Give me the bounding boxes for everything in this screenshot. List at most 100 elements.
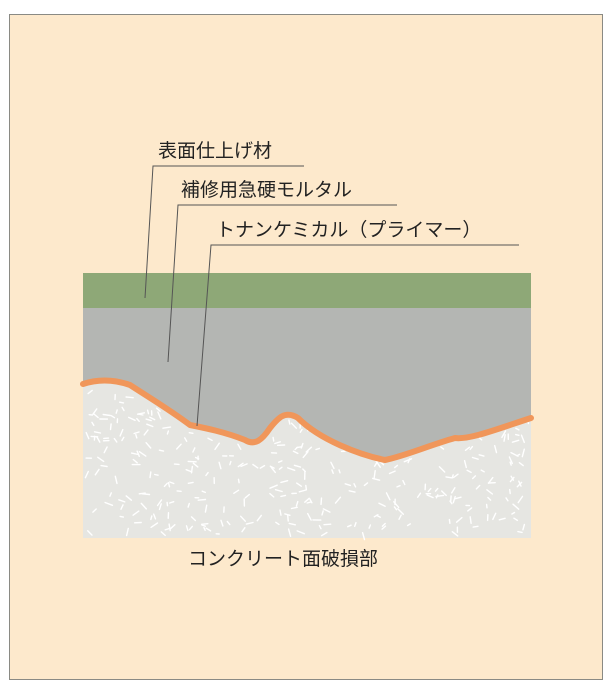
aggregate-speck (168, 501, 175, 504)
aggregate-speck (503, 434, 506, 442)
aggregate-speck (471, 456, 479, 460)
aggregate-speck (290, 506, 298, 510)
aggregate-speck (501, 430, 507, 439)
aggregate-speck (452, 473, 459, 479)
aggregate-speck (226, 520, 231, 526)
aggregate-speck (279, 509, 282, 516)
aggregate-speck (385, 492, 391, 501)
aggregate-speck (515, 427, 520, 431)
aggregate-speck (168, 523, 171, 532)
aggregate-speck (136, 412, 146, 415)
aggregate-speck (287, 514, 289, 522)
aggregate-speck (307, 512, 312, 521)
aggregate-speck (305, 484, 308, 491)
aggregate-speck (515, 433, 520, 436)
aggregate-speck (113, 437, 118, 443)
aggregate-speck (143, 429, 149, 436)
aggregate-speck (373, 470, 376, 479)
aggregate-speck (288, 522, 296, 526)
aggregate-speck (86, 530, 93, 536)
aggregate-speck (508, 456, 513, 465)
aggregate-speck (100, 464, 108, 468)
aggregate-speck (252, 463, 259, 469)
aggregate-speck (164, 527, 170, 531)
aggregate-speck (323, 523, 332, 526)
aggregate-speck (298, 489, 307, 493)
aggregate-speck (229, 460, 232, 466)
aggregate-speck (486, 489, 494, 495)
aggregate-speck (292, 450, 299, 455)
aggregate-speck (467, 507, 473, 512)
aggregate-speck (205, 471, 209, 477)
aggregate-speck (138, 451, 147, 457)
aggregate-speck (138, 492, 146, 495)
aggregate-speck (133, 431, 140, 435)
aggregate-speck (121, 436, 125, 442)
aggregate-speck (517, 495, 524, 504)
aggregate-speck (300, 442, 304, 449)
aggregate-speck (287, 528, 292, 537)
aggregate-speck (192, 447, 196, 453)
aggregate-speck (498, 517, 506, 521)
figure-panel (9, 14, 603, 680)
aggregate-speck (188, 525, 194, 531)
leader-line-primer (196, 244, 519, 427)
aggregate-speck (188, 432, 194, 434)
aggregate-speck (434, 487, 439, 492)
aggregate-speck (280, 480, 289, 484)
aggregate-speck (103, 446, 108, 454)
aggregate-speck (87, 389, 93, 395)
aggregate-speck (487, 496, 492, 501)
primer-line (80, 377, 534, 463)
aggregate-speck (475, 484, 481, 490)
aggregate-speck (402, 479, 406, 486)
aggregate-speck (509, 476, 515, 483)
aggregate-speck (145, 442, 152, 449)
label-primer: トナンケミカル（プライマー） (216, 219, 482, 241)
aggregate-speck (522, 523, 526, 531)
aggregate-speck (406, 523, 411, 527)
aggregate-speck (127, 416, 136, 421)
aggregate-speck (158, 503, 162, 511)
aggregate-speck (293, 464, 302, 468)
aggregate-speck (146, 423, 154, 428)
aggregate-speck (469, 516, 472, 524)
aggregate-speck (150, 515, 153, 521)
aggregate-speck (240, 463, 248, 468)
aggregate-speck (375, 514, 381, 518)
aggregate-speck (511, 439, 520, 443)
aggregate-speck (190, 516, 197, 522)
aggregate-speck (466, 469, 472, 474)
aggregate-speck (218, 461, 222, 470)
aggregate-speck (84, 470, 90, 479)
aggregate-speck (320, 497, 323, 506)
aggregate-speck (185, 525, 189, 532)
aggregate-speck (185, 469, 193, 473)
aggregate-speck (109, 492, 113, 497)
aggregate-speck (403, 458, 413, 463)
aggregate-speck (269, 492, 275, 498)
aggregate-speck (125, 527, 130, 537)
aggregate-speck (518, 462, 524, 467)
aggregate-speck (280, 494, 287, 498)
label-repair-mortar: 補修用急硬モルタル (181, 179, 353, 201)
aggregate-speck (269, 484, 278, 489)
aggregate-speck (381, 522, 386, 527)
aggregate-speck (145, 418, 152, 422)
aggregate-speck (205, 527, 212, 532)
aggregate-speck (287, 467, 296, 471)
aggregate-speck (492, 512, 497, 521)
aggregate-speck (388, 470, 396, 475)
aggregate-speck (426, 494, 434, 499)
aggregate-speck (114, 475, 118, 485)
aggregate-speck (288, 419, 291, 425)
aggregate-speck (125, 495, 133, 501)
aggregate-speck (259, 464, 266, 469)
aggregate-speck (448, 518, 451, 524)
aggregate-speck (237, 462, 244, 468)
aggregate-speck (518, 480, 522, 487)
aggregate-speck (318, 524, 322, 530)
aggregate-speck (378, 502, 386, 507)
aggregate-speck (451, 474, 454, 479)
